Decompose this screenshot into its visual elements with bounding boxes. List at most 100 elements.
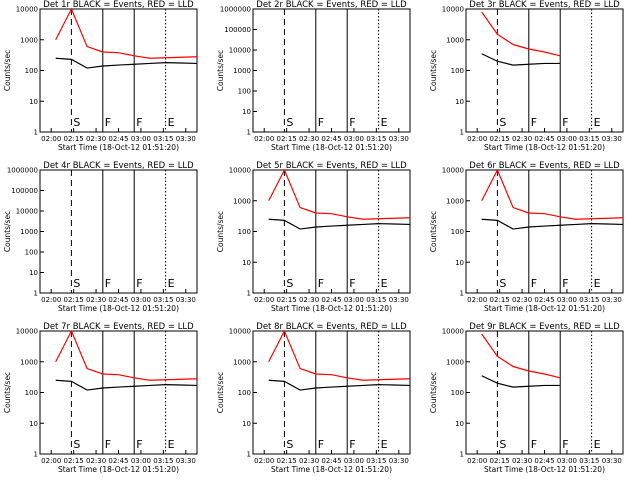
panel-title: Det 7r BLACK = Events, RED = LLD <box>43 322 194 332</box>
panel-det-4r: Det 4r BLACK = Events, RED = LLD 1 10 100 10… <box>3 161 198 313</box>
event-marker-label: E <box>381 116 388 129</box>
event-marker-label: F <box>349 277 355 290</box>
x-axis-label: Start Time (18-Oct-12 01:51:20) <box>58 465 179 474</box>
x-tick-label: 02:15 <box>490 457 510 465</box>
plot-frame <box>465 8 624 133</box>
x-tick-label: 02:00 <box>41 296 61 304</box>
y-axis-label: Counts/sec <box>3 372 12 413</box>
x-tick-label: 02:45 <box>534 457 554 465</box>
y-tick-label: 10000 <box>229 47 251 55</box>
x-tick-label: 03:15 <box>366 296 386 304</box>
y-tick-label: 1000 <box>233 67 251 75</box>
x-tick-label: 02:30 <box>299 457 319 465</box>
x-tick-label: 03:00 <box>131 296 151 304</box>
x-tick-label: 02:30 <box>512 296 532 304</box>
y-tick-label: 100000 <box>224 26 251 34</box>
y-axis-label: Counts/sec <box>216 211 225 252</box>
panel-title: Det 1r BLACK = Events, RED = LLD <box>43 0 194 10</box>
x-tick-label: 02:45 <box>321 296 341 304</box>
x-axis-label: Start Time (18-Oct-12 01:51:20) <box>484 143 605 152</box>
x-tick-label: 03:15 <box>153 135 173 143</box>
y-tick-label: 10 <box>29 269 38 277</box>
y-tick-label: 1 <box>460 129 464 137</box>
panel-det-9r: Det 9r BLACK = Events, RED = LLD 1 10 100 10… <box>429 322 624 474</box>
event-marker-label: S <box>499 438 506 451</box>
x-tick-label: 03:15 <box>366 457 386 465</box>
series-line <box>481 11 561 57</box>
x-tick-label: 03:30 <box>176 457 196 465</box>
x-tick-label: 03:15 <box>366 135 386 143</box>
panel-det-6r: Det 6r BLACK = Events, RED = LLD 1 10 100 10… <box>429 161 624 313</box>
x-tick-label: 02:15 <box>490 296 510 304</box>
panel-title: Det 8r BLACK = Events, RED = LLD <box>256 322 407 332</box>
y-tick-label: 10000 <box>442 6 464 14</box>
y-tick-label: 10000 <box>16 6 38 14</box>
y-tick-label: 100 <box>451 228 464 236</box>
y-tick-label: 10000 <box>442 328 464 336</box>
event-marker-label: F <box>136 277 142 290</box>
event-marker-label: F <box>531 438 537 451</box>
y-tick-label: 100 <box>451 67 464 75</box>
plot-frame <box>465 330 624 455</box>
y-tick-label: 1000 <box>446 36 464 44</box>
event-marker-label: F <box>105 116 111 129</box>
x-tick-label: 03:00 <box>131 457 151 465</box>
panel-title: Det 9r BLACK = Events, RED = LLD <box>469 322 620 332</box>
y-tick-label: 1 <box>247 451 251 459</box>
y-tick-label: 10 <box>242 108 251 116</box>
x-tick-label: 03:30 <box>602 135 622 143</box>
event-marker-label: S <box>73 277 80 290</box>
y-tick-label: 1 <box>460 290 464 298</box>
series-line <box>481 375 561 388</box>
y-tick-label: 10 <box>29 420 38 428</box>
x-tick-label: 03:30 <box>602 296 622 304</box>
x-tick-label: 02:30 <box>299 296 319 304</box>
y-tick-label: 1 <box>247 290 251 298</box>
y-tick-label: 10 <box>242 420 251 428</box>
x-tick-label: 03:15 <box>153 296 173 304</box>
x-tick-label: 02:30 <box>512 135 532 143</box>
event-marker-label: F <box>349 438 355 451</box>
y-tick-label: 1000 <box>20 228 38 236</box>
y-tick-label: 1000 <box>233 197 251 205</box>
x-tick-label: 03:00 <box>131 135 151 143</box>
panel-det-5r: Det 5r BLACK = Events, RED = LLD 1 10 100 10… <box>216 161 411 313</box>
plot-frame <box>465 169 624 294</box>
series-line <box>268 168 411 220</box>
series-line <box>481 168 624 220</box>
y-tick-label: 10000 <box>229 167 251 175</box>
y-tick-label: 1 <box>34 129 38 137</box>
x-tick-label: 03:30 <box>389 296 409 304</box>
x-tick-label: 02:30 <box>299 135 319 143</box>
event-marker-label: F <box>105 438 111 451</box>
x-axis-label: Start Time (18-Oct-12 01:51:20) <box>271 465 392 474</box>
x-tick-label: 02:30 <box>86 135 106 143</box>
event-marker-label: E <box>594 116 601 129</box>
x-tick-label: 03:30 <box>389 457 409 465</box>
event-marker-label: E <box>594 277 601 290</box>
event-marker-label: S <box>73 116 80 129</box>
plot-frame <box>252 330 411 455</box>
x-tick-label: 02:00 <box>41 135 61 143</box>
x-axis-label: Start Time (18-Oct-12 01:51:20) <box>271 304 392 313</box>
series-line <box>55 329 198 381</box>
x-tick-label: 03:00 <box>557 457 577 465</box>
x-tick-label: 03:00 <box>344 135 364 143</box>
y-tick-label: 1000000 <box>220 6 251 14</box>
x-tick-label: 02:00 <box>254 135 274 143</box>
x-axis-label: Start Time (18-Oct-12 01:51:20) <box>484 465 605 474</box>
x-tick-label: 02:45 <box>108 296 128 304</box>
y-tick-label: 1000 <box>20 358 38 366</box>
x-tick-label: 03:30 <box>389 135 409 143</box>
y-tick-label: 10 <box>455 420 464 428</box>
plot-frame <box>39 330 198 455</box>
event-marker-label: E <box>168 438 175 451</box>
plot-frame <box>252 8 411 133</box>
plot-frame <box>39 169 198 294</box>
series-line <box>55 57 198 69</box>
x-tick-label: 02:00 <box>467 135 487 143</box>
x-tick-label: 03:15 <box>579 135 599 143</box>
x-tick-label: 02:45 <box>534 296 554 304</box>
x-tick-label: 03:00 <box>344 457 364 465</box>
y-axis-label: Counts/sec <box>216 372 225 413</box>
